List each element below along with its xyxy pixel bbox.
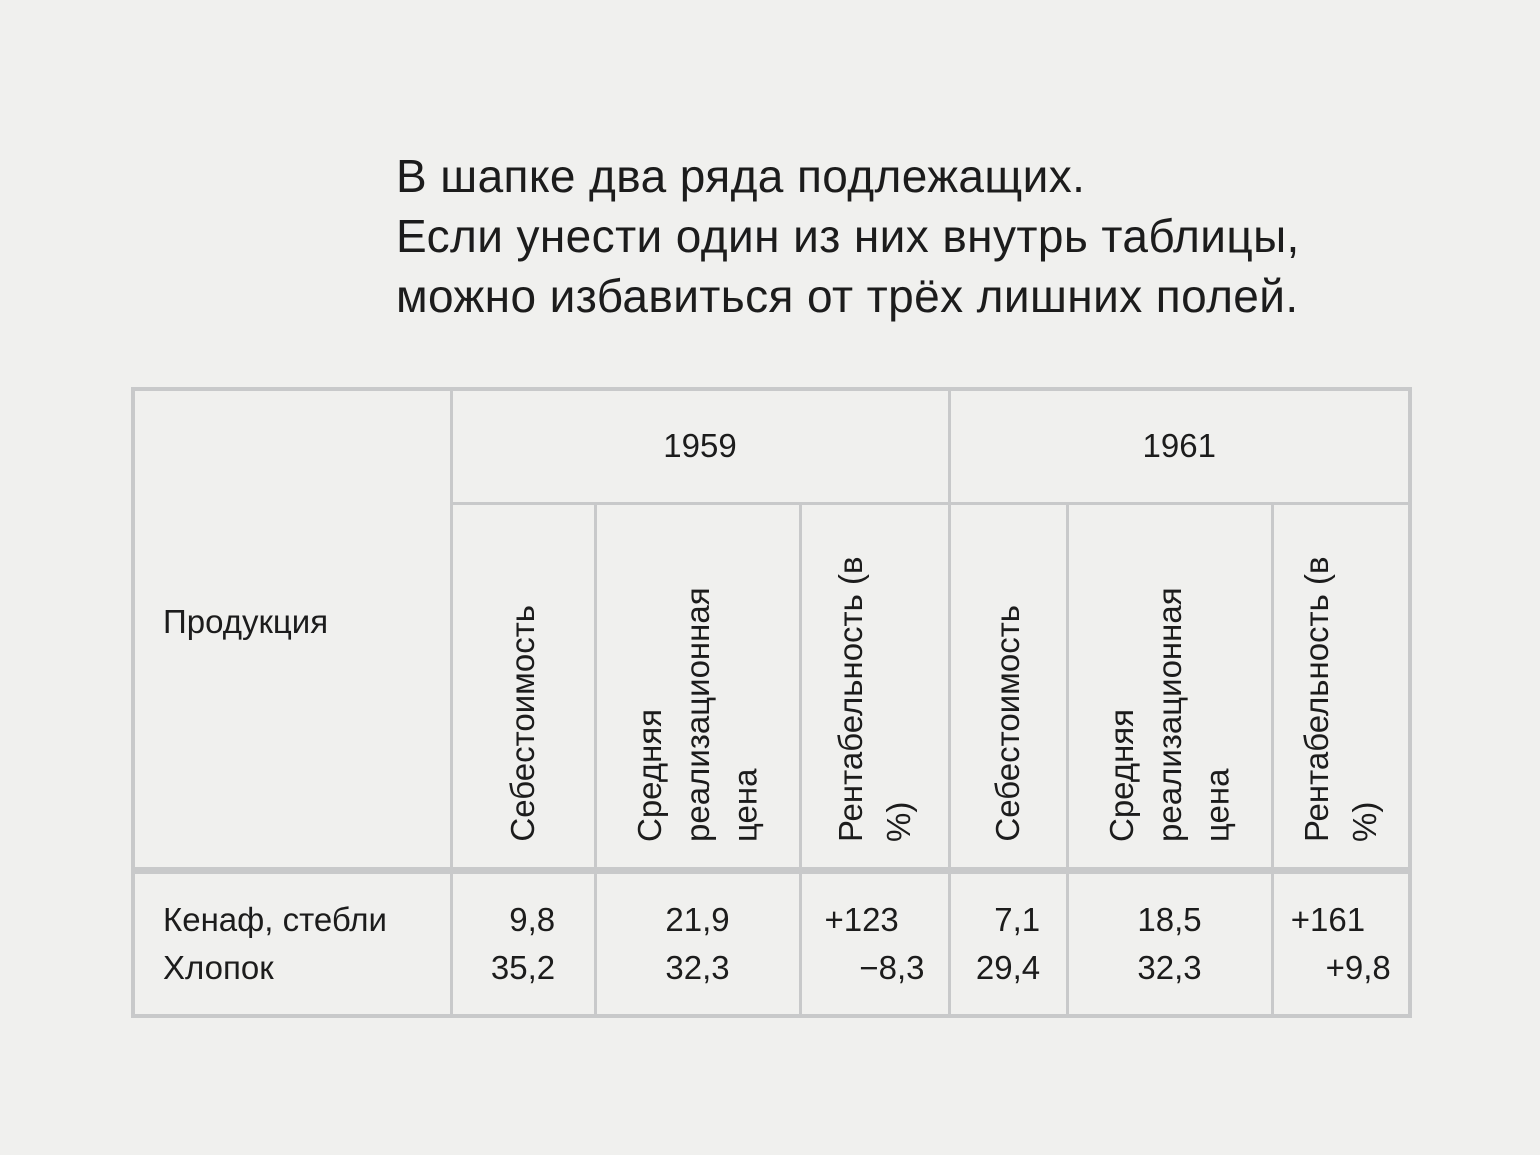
- product-name-cotton: Хлопок: [163, 948, 274, 986]
- caption-line-1: В шапке два ряда подлежащих.: [396, 150, 1086, 202]
- value-price-1959-cotton: 32,3: [665, 948, 730, 986]
- cell-cost-1961: 7,1 29,4: [947, 866, 1069, 1018]
- value-profitability-1959-cotton: −8,3: [859, 948, 925, 986]
- caption-line-2: Если унести один из них внутрь таблицы,: [396, 210, 1300, 262]
- col-header-price-1961: Средняя реализационная цена: [1065, 501, 1274, 872]
- value-cost-1961-kenaf: 7,1: [994, 900, 1041, 938]
- col-header-profitability-1959: Рентабельность (в %): [798, 501, 951, 872]
- cell-price-1959: 21,9 32,3: [593, 866, 802, 1018]
- col-header-profitability-1961: Рентабельность (в %): [1270, 501, 1412, 872]
- value-profitability-1959-kenaf: +123: [824, 900, 899, 938]
- value-profitability-1961-cotton: +9,8: [1325, 948, 1391, 986]
- corner-header-products: Продукция: [131, 387, 453, 872]
- value-profitability-1961-kenaf: +161: [1290, 900, 1366, 938]
- caption-line-3: можно избавиться от трёх лишних полей.: [396, 270, 1299, 322]
- col-header-price-1959-label: Средняя реализационная цена: [630, 586, 764, 842]
- cell-profitability-1959: +123 −8,3: [798, 866, 951, 1018]
- col-header-cost-1961: Себестоимость: [947, 501, 1069, 872]
- value-price-1961-cotton: 32,3: [1137, 948, 1202, 986]
- col-header-cost-1961-label: Себестоимость: [989, 604, 1027, 842]
- cell-price-1961: 18,5 32,3: [1065, 866, 1274, 1018]
- col-header-cost-1959: Себестоимость: [449, 501, 597, 872]
- value-cost-1961-cotton: 29,4: [975, 948, 1041, 986]
- col-header-price-1959: Средняя реализационная цена: [593, 501, 802, 872]
- caption: В шапке два ряда подлежащих. Если унести…: [396, 146, 1300, 326]
- cell-profitability-1961: +161 +9,8: [1270, 866, 1412, 1018]
- product-name-kenaf: Кенаф, стебли: [163, 900, 387, 938]
- col-header-price-1961-label: Средняя реализационная цена: [1102, 586, 1236, 842]
- products-table: Продукция 1959 1961 Себестоимость Средня…: [131, 387, 1413, 1018]
- value-cost-1959-kenaf: 9,8: [509, 900, 556, 938]
- col-header-cost-1959-label: Себестоимость: [504, 604, 542, 842]
- year-header-1961: 1961: [947, 387, 1412, 505]
- value-cost-1959-cotton: 35,2: [490, 948, 556, 986]
- year-header-1959: 1959: [449, 387, 951, 505]
- value-price-1959-kenaf: 21,9: [665, 900, 730, 938]
- product-names-cell: Кенаф, стебли Хлопок: [131, 866, 453, 1018]
- cell-cost-1959: 9,8 35,2: [449, 866, 597, 1018]
- col-header-profitability-1961-label: Рентабельность (в %): [1297, 555, 1383, 842]
- col-header-profitability-1959-label: Рентабельность (в %): [831, 555, 917, 842]
- value-price-1961-kenaf: 18,5: [1137, 900, 1202, 938]
